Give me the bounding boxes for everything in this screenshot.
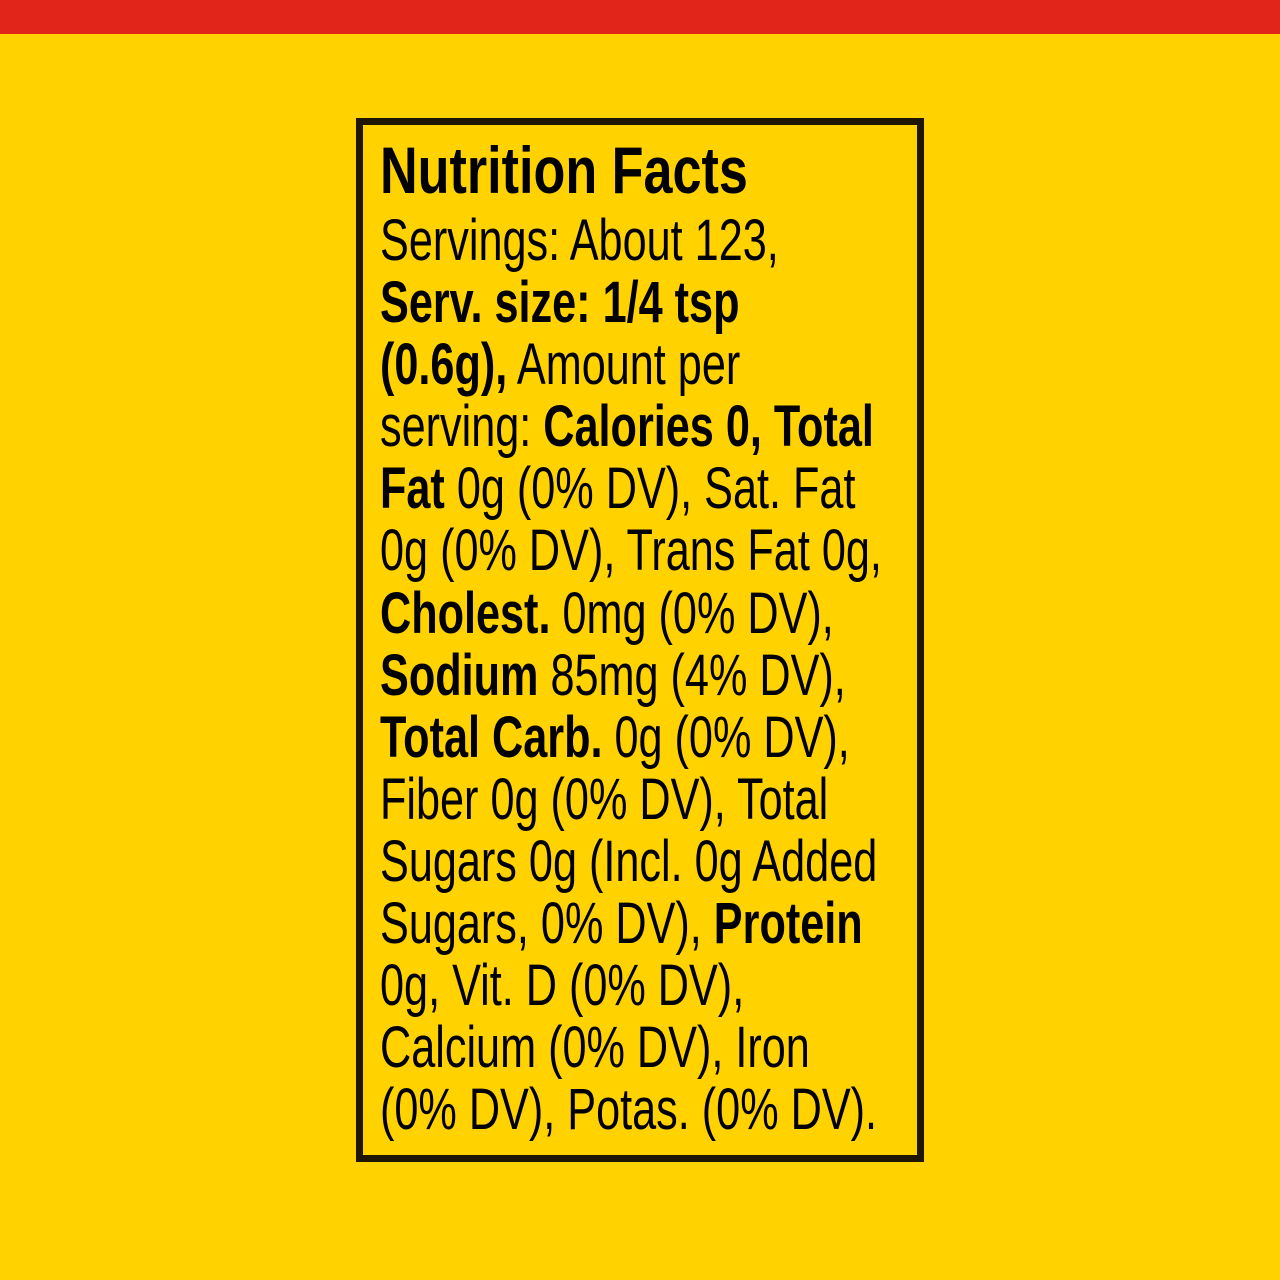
nutrient-text: Fiber 0g (0% DV), Total (380, 766, 829, 832)
top-color-band (0, 0, 1280, 34)
nutrient-label: Serv. size: 1/4 tsp (380, 270, 740, 336)
nutrient-text: serving: (380, 394, 544, 460)
nutrient-text: 0g (0% DV), Trans Fat 0g, (380, 518, 882, 584)
nutrient-text: Amount per (507, 332, 741, 398)
nutrition-line: serving: Calories 0, Total (380, 396, 882, 458)
nutrient-text: 0g (0% DV), (602, 704, 850, 770)
nutrient-text: 0mg (0% DV), (550, 580, 834, 646)
nutrient-text: 0g (0% DV), Sat. Fat (444, 456, 856, 522)
nutrition-line: Servings: About 123, (380, 210, 882, 272)
nutrient-text: Servings: About 123, (380, 208, 779, 273)
nutrient-label: Calories 0, Total (543, 394, 874, 460)
nutrition-line: Calcium (0% DV), Iron (380, 1017, 882, 1079)
nutrient-text: Sugars, 0% DV), (380, 891, 714, 957)
nutrition-line: Total Carb. 0g (0% DV), (380, 704, 882, 770)
nutrition-line: (0% DV), Potas. (0% DV). (380, 1079, 882, 1141)
nutrition-line: Sugars 0g (Incl. 0g Added (380, 828, 882, 894)
nutrition-line: 0g (0% DV), Trans Fat 0g, (380, 520, 882, 582)
nutrient-label: (0.6g), (380, 332, 508, 398)
nutrition-facts-text: Servings: About 123, Serv. size: 1/4 tsp(… (380, 210, 1054, 1141)
nutrient-text: Sugars 0g (Incl. 0g Added (380, 828, 878, 894)
nutrition-line: Serv. size: 1/4 tsp (380, 272, 882, 334)
nutrient-label: Protein (713, 891, 863, 957)
nutrient-label: Sodium (380, 642, 539, 708)
nutrient-label: Cholest. (380, 580, 551, 646)
nutrition-line: Sugars, 0% DV), Protein (380, 893, 882, 955)
nutrition-line: Fat 0g (0% DV), Sat. Fat (380, 458, 882, 520)
nutrient-text: 85mg (4% DV), (538, 642, 846, 708)
nutrition-facts-panel (356, 118, 924, 1162)
nutrition-line: 0g, Vit. D (0% DV), (380, 955, 882, 1017)
nutrition-line: Fiber 0g (0% DV), Total (380, 766, 882, 832)
nutrient-text: 0g, Vit. D (0% DV), (380, 953, 745, 1019)
nutrient-text: Calcium (0% DV), Iron (380, 1015, 810, 1081)
nutrition-facts-title: Nutrition Facts (380, 133, 748, 207)
nutrition-line: Sodium 85mg (4% DV), (380, 642, 882, 708)
nutrient-label: Fat (380, 456, 445, 522)
nutrient-text: (0% DV), Potas. (0% DV). (380, 1077, 878, 1143)
nutrient-label: Total Carb. (380, 704, 603, 770)
nutrition-line: Cholest. 0mg (0% DV), (380, 580, 882, 646)
nutrition-line: (0.6g), Amount per (380, 334, 882, 396)
